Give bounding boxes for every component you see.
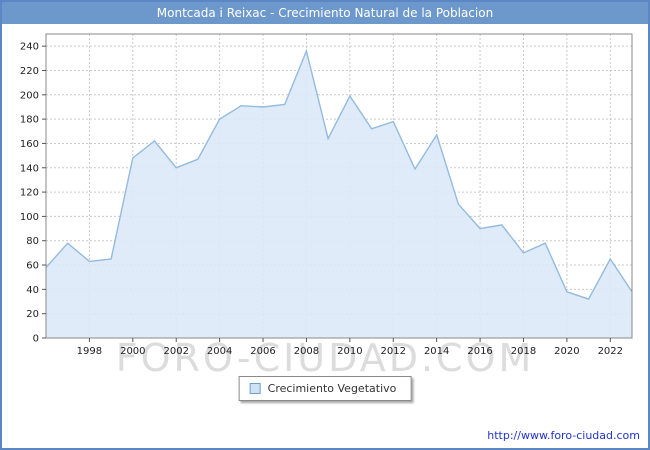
svg-text:2016: 2016 [467, 346, 492, 357]
svg-text:0: 0 [33, 334, 39, 345]
svg-text:2020: 2020 [554, 346, 579, 357]
svg-text:2002: 2002 [163, 346, 188, 357]
svg-text:240: 240 [20, 42, 39, 53]
legend-label: Crecimiento Vegetativo [267, 382, 397, 395]
svg-text:60: 60 [26, 261, 39, 272]
svg-text:140: 140 [20, 163, 39, 174]
footer-link[interactable]: http://www.foro-ciudad.com [487, 429, 640, 442]
svg-text:100: 100 [20, 212, 39, 223]
svg-text:2004: 2004 [207, 346, 232, 357]
svg-text:2006: 2006 [250, 346, 275, 357]
svg-text:1998: 1998 [77, 346, 102, 357]
svg-text:2010: 2010 [337, 346, 362, 357]
svg-text:200: 200 [20, 90, 39, 101]
svg-text:2012: 2012 [381, 346, 406, 357]
svg-text:120: 120 [20, 188, 39, 199]
svg-text:220: 220 [20, 66, 39, 77]
svg-text:180: 180 [20, 115, 39, 126]
svg-text:20: 20 [26, 309, 39, 320]
svg-text:160: 160 [20, 139, 39, 150]
watermark-text: FORO-CIUDAD.COM [115, 336, 535, 380]
svg-text:2008: 2008 [294, 346, 319, 357]
legend-series-marker-icon [249, 383, 261, 394]
chart-canvas: 0 20 40 60 80 100 120 140 160 180 200 220 240 1998 200… [20, 33, 633, 357]
svg-text:2022: 2022 [598, 346, 623, 357]
svg-text:2018: 2018 [511, 346, 536, 357]
chart-title: Montcada i Reixac - Crecimiento Natural … [2, 2, 648, 24]
svg-text:2000: 2000 [120, 346, 145, 357]
svg-text:40: 40 [26, 285, 39, 296]
legend-box: Crecimiento Vegetativo [238, 376, 412, 401]
svg-text:2014: 2014 [424, 346, 449, 357]
svg-text:80: 80 [26, 236, 39, 247]
